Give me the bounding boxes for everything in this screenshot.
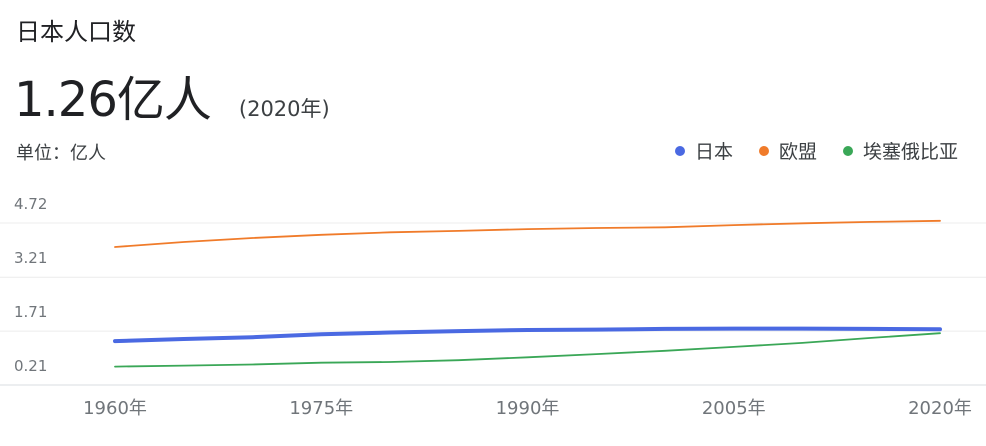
legend-dot-japan bbox=[674, 145, 685, 156]
legend-label-ethiopia: 埃塞俄比亚 bbox=[862, 141, 958, 163]
legend-label-japan: 日本 bbox=[694, 141, 733, 163]
x-tick-label: 1990年 bbox=[496, 398, 560, 419]
card-title: 日本人口数 bbox=[16, 18, 136, 46]
legend: 日本 欧盟 埃塞俄比亚 bbox=[674, 137, 958, 164]
y-tick-label: 4.72 bbox=[14, 195, 47, 213]
line-chart: 4.72 3.21 1.71 0.21 1960年 1975年 1990年 2005年 2020… bbox=[0, 195, 986, 419]
year-note: (2020年) bbox=[238, 97, 330, 121]
legend-label-eu: 欧盟 bbox=[778, 141, 817, 163]
legend-item-ethiopia[interactable]: 埃塞俄比亚 bbox=[842, 137, 958, 164]
x-tick-label: 1975年 bbox=[289, 398, 353, 419]
x-tick-label: 2020年 bbox=[908, 398, 972, 419]
legend-item-japan[interactable]: 日本 bbox=[674, 137, 733, 164]
legend-item-eu[interactable]: 欧盟 bbox=[758, 137, 817, 164]
legend-dot-eu bbox=[758, 145, 769, 156]
population-value: 1.26亿人 bbox=[14, 72, 212, 128]
y-tick-label: 1.71 bbox=[14, 303, 47, 321]
y-tick-label: 3.21 bbox=[14, 249, 47, 267]
series-line-ethiopia bbox=[114, 332, 941, 368]
x-tick-label: 1960年 bbox=[83, 398, 147, 419]
series-line-eu bbox=[114, 219, 941, 248]
unit-label: 单位：亿人 bbox=[16, 143, 106, 164]
legend-dot-ethiopia bbox=[842, 145, 853, 156]
y-tick-label: 0.21 bbox=[14, 357, 47, 375]
headline: 1.26亿人 (2020年) bbox=[14, 60, 330, 130]
x-tick-label: 2005年 bbox=[702, 398, 766, 419]
series-line-japan bbox=[113, 326, 942, 344]
